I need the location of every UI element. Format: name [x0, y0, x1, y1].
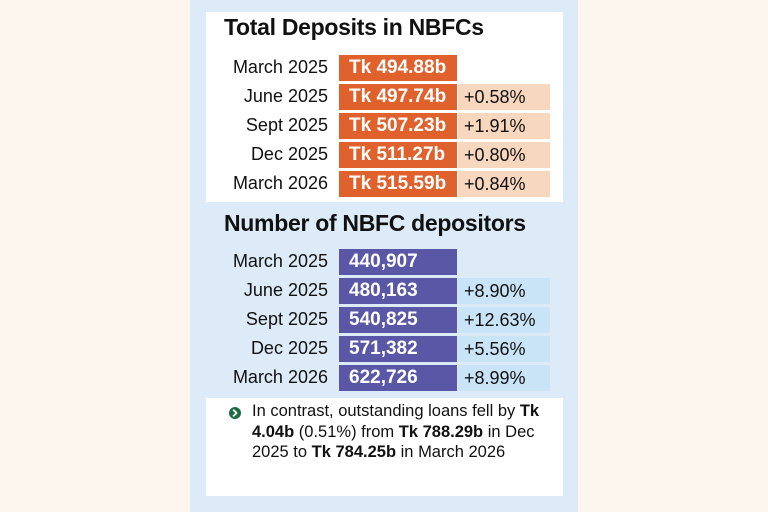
category-label: June 2025: [243, 86, 328, 106]
chart-row: Sept 2025 540,825 +12.63%: [0, 307, 768, 335]
change-label: +1.91%: [458, 113, 550, 139]
depositors-chart-title: Number of NBFC depositors: [224, 210, 526, 236]
note-amount-1: Tk 4.04b: [252, 402, 540, 441]
chart-row: March 2026 Tk 515.59b +0.84%: [0, 171, 768, 199]
change-label: +0.58%: [458, 84, 550, 110]
note-text-2: (0.51%) from: [298, 422, 395, 441]
chart-row: March 2025 Tk 494.88b: [0, 55, 768, 83]
category-label: Dec 2025: [250, 338, 328, 358]
note-text-1: In contrast, outstanding loans fell by: [252, 402, 516, 420]
value-bar: Tk 494.88b: [339, 55, 457, 81]
category-label: Dec 2025: [250, 144, 328, 164]
note-text-4: in March 2026: [400, 443, 506, 461]
note-amount-3: Tk 784.25b: [311, 443, 397, 461]
category-label: March 2026: [232, 367, 328, 387]
value-bar: Tk 511.27b: [339, 142, 457, 168]
deposits-chart-title: Total Deposits in NBFCs: [224, 14, 484, 40]
value-bar: 480,163: [339, 278, 457, 304]
chart-row: Dec 2025 571,382 +5.56%: [0, 336, 768, 364]
note-text-3: in Dec 2025 to: [252, 422, 535, 462]
chevron-right-circle-icon: [229, 407, 241, 419]
category-label: March 2025: [232, 57, 328, 77]
change-label: +8.90%: [458, 278, 550, 304]
chart-row: June 2025 Tk 497.74b +0.58%: [0, 84, 768, 112]
change-label: +5.56%: [458, 336, 550, 362]
chart-row: Dec 2025 Tk 511.27b +0.80%: [0, 142, 768, 170]
loans-note: In contrast, outstanding loans fell by T…: [252, 401, 552, 463]
value-bar: 540,825: [339, 307, 457, 333]
value-bar: Tk 497.74b: [339, 84, 457, 110]
chart-row: Sept 2025 Tk 507.23b +1.91%: [0, 113, 768, 141]
value-bar: 571,382: [339, 336, 457, 362]
category-label: Sept 2025: [245, 309, 328, 329]
note-amount-2: Tk 788.29b: [398, 422, 484, 441]
value-bar: 622,726: [339, 365, 457, 391]
change-label: +8.99%: [458, 365, 550, 391]
chart-row: March 2025 440,907: [0, 249, 768, 277]
category-label: March 2026: [232, 173, 328, 193]
category-label: Sept 2025: [245, 115, 328, 135]
note-card: [206, 398, 563, 496]
category-label: March 2025: [232, 251, 328, 271]
chart-row: March 2026 622,726 +8.99%: [0, 365, 768, 393]
category-label: June 2025: [243, 280, 328, 300]
value-bar: 440,907: [339, 249, 457, 275]
change-label: +12.63%: [458, 307, 550, 333]
chart-row: June 2025 480,163 +8.90%: [0, 278, 768, 306]
value-bar: Tk 515.59b: [339, 171, 457, 197]
change-label: +0.80%: [458, 142, 550, 168]
value-bar: Tk 507.23b: [339, 113, 457, 139]
change-label: +0.84%: [458, 171, 550, 197]
